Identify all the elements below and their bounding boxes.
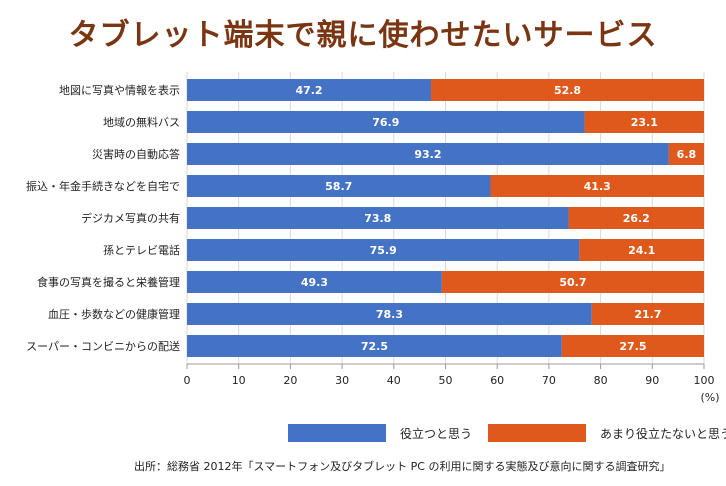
legend-label-useful: 役立つと思う xyxy=(400,427,473,441)
data-label-useful-3: 58.7 xyxy=(325,180,352,193)
data-label-useful-7: 78.3 xyxy=(376,308,403,321)
x-tick-label-50: 50 xyxy=(439,374,453,387)
data-label-not-useful-4: 26.2 xyxy=(623,212,650,225)
category-label-5: 孫とテレビ電話 xyxy=(103,243,180,257)
bar-not-useful-1 xyxy=(584,111,704,133)
x-tick-label-90: 90 xyxy=(645,374,659,387)
x-tick-label-40: 40 xyxy=(387,374,401,387)
category-label-3: 振込・年金手続きなどを自宅で xyxy=(26,179,180,193)
bar-not-useful-7 xyxy=(591,303,704,325)
data-label-not-useful-5: 24.1 xyxy=(628,244,655,257)
chart-title: タブレット端末で親に使わせたいサービス xyxy=(68,18,658,53)
legend-label-not-useful: あまり役立たないと思う xyxy=(600,427,726,441)
x-axis: 0 10 20 30 40 50 60 70 80 90 100 (%) xyxy=(184,363,720,404)
bar-useful-1 xyxy=(187,111,585,133)
bar-not-useful-4 xyxy=(568,207,704,229)
x-tick-label-10: 10 xyxy=(232,374,246,387)
bar-not-useful-0 xyxy=(431,79,704,101)
data-label-useful-1: 76.9 xyxy=(372,116,399,129)
category-label-6: 食事の写真を撮ると栄養管理 xyxy=(37,275,180,289)
source-note: 出所：総務省 2012年「スマートフォン及びタブレット PC の利用に関する実態… xyxy=(134,460,671,473)
category-label-0: 地図に写真や情報を表示 xyxy=(59,83,180,97)
legend-swatch-useful xyxy=(288,424,386,442)
bar-useful-7 xyxy=(187,303,592,325)
category-labels: 地図に写真や情報を表示地域の無料バス災害時の自動応答振込・年金手続きなどを自宅で… xyxy=(26,83,180,353)
data-label-useful-8: 72.5 xyxy=(361,340,388,353)
bar-not-useful-8 xyxy=(561,335,704,357)
bar-useful-3 xyxy=(187,175,491,197)
x-tick-label-100: 100 xyxy=(694,374,715,387)
data-label-useful-0: 47.2 xyxy=(295,84,322,97)
bar-useful-6 xyxy=(187,271,442,293)
data-label-not-useful-3: 41.3 xyxy=(584,180,611,193)
bar-not-useful-6 xyxy=(441,271,704,293)
x-tick-label-60: 60 xyxy=(490,374,504,387)
category-label-8: スーパー・コンビニからの配送 xyxy=(26,339,180,353)
bars: 47.2 52.8 76.9 23.1 93.2 6.8 58.7 41.3 73.8 26.2 7… xyxy=(187,79,704,357)
data-label-useful-4: 73.8 xyxy=(364,212,391,225)
data-label-useful-6: 49.3 xyxy=(301,276,328,289)
data-label-not-useful-6: 50.7 xyxy=(559,276,586,289)
x-tick-label-70: 70 xyxy=(542,374,556,387)
data-label-not-useful-2: 6.8 xyxy=(677,148,697,161)
bar-useful-2 xyxy=(187,143,669,165)
bar-not-useful-2 xyxy=(668,143,704,165)
x-tick-label-80: 80 xyxy=(594,374,608,387)
legend-swatch-not-useful xyxy=(488,424,586,442)
x-tick-label-0: 0 xyxy=(184,374,191,387)
data-label-not-useful-0: 52.8 xyxy=(554,84,581,97)
data-label-useful-2: 93.2 xyxy=(414,148,441,161)
x-tick-label-30: 30 xyxy=(335,374,349,387)
bar-useful-8 xyxy=(187,335,562,357)
bar-useful-5 xyxy=(187,239,580,261)
bar-not-useful-5 xyxy=(579,239,704,261)
category-label-2: 災害時の自動応答 xyxy=(92,147,180,161)
data-label-not-useful-8: 27.5 xyxy=(619,340,646,353)
bar-not-useful-3 xyxy=(490,175,704,197)
x-tick-label-20: 20 xyxy=(283,374,297,387)
category-label-7: 血圧・歩数などの健康管理 xyxy=(48,307,180,321)
bar-useful-4 xyxy=(187,207,569,229)
x-axis-unit: (%) xyxy=(700,391,719,404)
data-label-useful-5: 75.9 xyxy=(370,244,397,257)
bar-useful-0 xyxy=(187,79,432,101)
category-label-1: 地域の無料バス xyxy=(103,115,180,129)
category-label-4: デジカメ写真の共有 xyxy=(81,211,180,225)
data-label-not-useful-7: 21.7 xyxy=(634,308,661,321)
data-label-not-useful-1: 23.1 xyxy=(631,116,658,129)
